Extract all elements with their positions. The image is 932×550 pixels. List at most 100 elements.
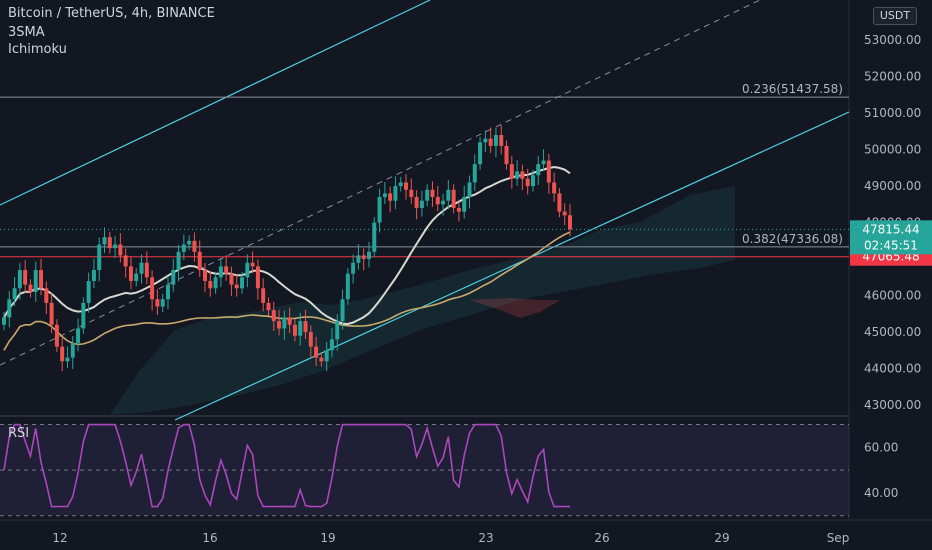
candle-body[interactable] — [65, 357, 70, 362]
candle-body[interactable] — [419, 200, 424, 208]
candle-body[interactable] — [372, 222, 377, 252]
candle-body[interactable] — [562, 211, 567, 216]
candle-body[interactable] — [277, 321, 282, 329]
candle-body[interactable] — [409, 189, 414, 198]
candle-body[interactable] — [398, 182, 403, 187]
candle-body[interactable] — [557, 193, 562, 212]
channel-lower-line[interactable] — [174, 111, 850, 421]
candle-body[interactable] — [366, 251, 371, 260]
candle-body[interactable] — [488, 138, 493, 146]
candle-body[interactable] — [472, 164, 477, 183]
candle-body[interactable] — [224, 266, 229, 274]
candle-body[interactable] — [187, 240, 192, 245]
candle-body[interactable] — [181, 244, 186, 252]
candle-body[interactable] — [541, 160, 546, 165]
candle-body[interactable] — [430, 189, 435, 198]
candle-body[interactable] — [118, 244, 123, 256]
candle-body[interactable] — [250, 262, 255, 267]
candle-body[interactable] — [28, 284, 33, 292]
candle-body[interactable] — [520, 171, 525, 179]
candle-body[interactable] — [218, 266, 223, 278]
candle-body[interactable] — [478, 142, 483, 165]
candle-body[interactable] — [113, 244, 118, 249]
channel-upper-line[interactable] — [0, 0, 431, 206]
candle-body[interactable] — [404, 182, 409, 190]
candle-body[interactable] — [134, 273, 139, 281]
candle-body[interactable] — [377, 197, 382, 223]
candle-body[interactable] — [287, 317, 292, 325]
candle-body[interactable] — [229, 273, 234, 285]
candle-body[interactable] — [7, 299, 12, 318]
candle-body[interactable] — [97, 244, 102, 271]
candle-body[interactable] — [197, 251, 202, 271]
candle-body[interactable] — [340, 299, 345, 322]
candle-body[interactable] — [530, 175, 535, 187]
candle-body[interactable] — [17, 270, 22, 289]
candle-body[interactable] — [33, 270, 38, 292]
candle-body[interactable] — [49, 302, 54, 325]
candle-body[interactable] — [382, 193, 387, 198]
candle-body[interactable] — [192, 240, 197, 252]
candle-body[interactable] — [493, 135, 498, 146]
candle-body[interactable] — [335, 321, 340, 340]
candle-body[interactable] — [388, 193, 393, 201]
rsi-line[interactable] — [3, 423, 570, 508]
candle-body[interactable] — [261, 288, 266, 303]
candle-body[interactable] — [208, 280, 213, 289]
candle-body[interactable] — [319, 357, 324, 362]
candle-body[interactable] — [165, 284, 170, 300]
candle-body[interactable] — [441, 200, 446, 205]
candle-body[interactable] — [203, 270, 208, 281]
candle-body[interactable] — [435, 197, 440, 205]
channel-mid-line[interactable] — [0, 0, 761, 366]
candle-body[interactable] — [446, 189, 451, 201]
candle-body[interactable] — [139, 262, 144, 274]
candle-body[interactable] — [552, 182, 557, 194]
candle-body[interactable] — [467, 182, 472, 198]
candle-body[interactable] — [546, 160, 551, 183]
candle-body[interactable] — [12, 288, 17, 300]
candle-body[interactable] — [123, 255, 128, 267]
candle-body[interactable] — [176, 251, 181, 271]
indicator-3sma-label[interactable]: 3SMA — [8, 25, 45, 40]
candle-body[interactable] — [23, 270, 28, 285]
candle-body[interactable] — [160, 299, 165, 307]
candle-body[interactable] — [483, 138, 488, 143]
candle-body[interactable] — [499, 135, 504, 146]
candle-body[interactable] — [456, 208, 461, 212]
candle-body[interactable] — [303, 321, 308, 333]
candle-body[interactable] — [393, 186, 398, 201]
candle-body[interactable] — [144, 262, 149, 278]
candle-body[interactable] — [324, 350, 329, 362]
candle-body[interactable] — [171, 270, 176, 285]
last-price-badge[interactable] — [850, 220, 932, 255]
candle-body[interactable] — [234, 284, 239, 289]
candle-body[interactable] — [282, 317, 287, 329]
candle-body[interactable] — [525, 178, 530, 187]
candle-body[interactable] — [150, 277, 155, 300]
candle-body[interactable] — [213, 277, 218, 289]
candle-body[interactable] — [240, 277, 245, 289]
candle-body[interactable] — [329, 339, 334, 351]
candle-body[interactable] — [414, 197, 419, 208]
candle-body[interactable] — [245, 262, 250, 278]
sma-fast-line[interactable] — [3, 165, 571, 326]
candle-body[interactable] — [266, 302, 271, 311]
candle-body[interactable] — [345, 273, 350, 300]
candle-body[interactable] — [44, 288, 49, 303]
candle-body[interactable] — [536, 164, 541, 176]
candle-body[interactable] — [39, 270, 44, 289]
candle-body[interactable] — [292, 324, 297, 336]
candle-body[interactable] — [271, 310, 276, 322]
candle-body[interactable] — [425, 189, 430, 201]
candle-body[interactable] — [70, 343, 75, 358]
candle-body[interactable] — [2, 317, 6, 325]
candle-body[interactable] — [54, 324, 59, 347]
candle-body[interactable] — [314, 346, 319, 358]
candle-body[interactable] — [155, 299, 160, 307]
candle-body[interactable] — [91, 270, 96, 281]
candle-body[interactable] — [356, 255, 361, 263]
candle-body[interactable] — [255, 266, 260, 289]
